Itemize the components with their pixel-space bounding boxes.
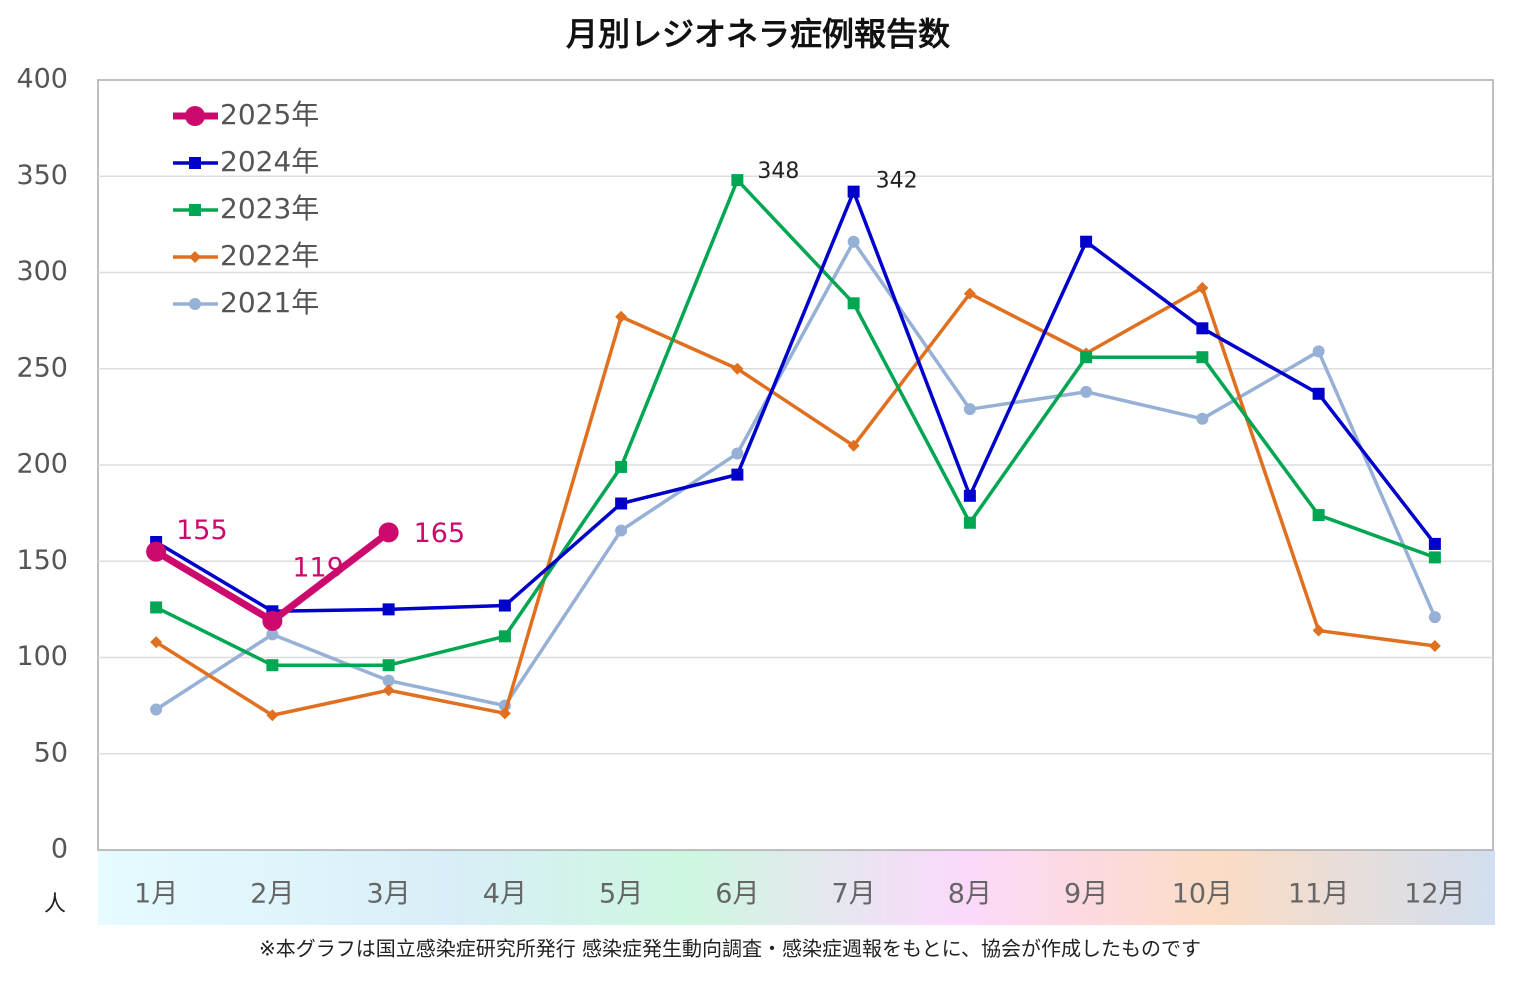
marker [731,447,744,460]
marker [731,174,744,187]
marker [1312,509,1325,522]
marker [847,235,860,248]
data-label: 342 [876,169,918,194]
marker [382,674,395,687]
marker [1428,537,1441,550]
marker [189,298,201,310]
marker [189,157,201,169]
y-tick-label: 300 [16,256,68,287]
marker [1080,385,1093,398]
series-line [155,189,1437,614]
marker [847,185,860,198]
data-label: 119 [292,552,344,583]
marker [847,439,860,452]
marker [963,287,976,300]
x-tick-label: 5月 [599,879,643,910]
y-tick-label: 150 [16,545,68,576]
legend-label: 2023年 [220,192,319,225]
chart-title: 月別レジオネラ症例報告数 [566,15,951,53]
legend-label: 2021年 [220,286,319,319]
series-line [155,178,1436,667]
y-tick-label: 0 [51,834,68,865]
marker [382,659,395,672]
marker [498,707,511,720]
marker [731,362,744,375]
legend-label: 2025年 [220,98,319,131]
marker [1080,351,1093,364]
x-tick-label: 8月 [948,879,992,910]
marker [1428,611,1441,624]
x-tick-label: 10月 [1172,879,1233,910]
marker [382,603,395,616]
marker [150,636,163,649]
marker [1196,281,1209,294]
y-tick-label: 250 [16,352,68,383]
x-tick-label: 7月 [832,879,876,910]
y-tick-label: 350 [16,160,68,191]
marker [615,497,628,510]
data-label: 348 [757,159,799,184]
marker [266,659,279,672]
data-label: 165 [414,518,466,549]
marker [1080,235,1093,248]
marker [146,541,167,562]
x-tick-label: 6月 [715,879,759,910]
footnote: ※本グラフは国立感染症研究所発行 感染症発生動向調査・感染症週報をもとに、協会が… [259,937,1201,961]
marker [185,106,205,126]
x-tick-label: 1月 [134,879,178,910]
series-line [155,239,1437,711]
marker [262,610,283,631]
marker [963,489,976,502]
marker [150,703,163,716]
x-tick-label: 11月 [1288,879,1349,910]
marker [266,709,279,722]
x-tick-label: 2月 [250,879,294,910]
marker [731,468,744,481]
marker [150,601,163,614]
marker [615,524,628,537]
marker [189,204,201,216]
legend-label: 2022年 [220,239,319,272]
x-tick-label: 9月 [1064,879,1108,910]
y-tick-label: 200 [16,449,68,480]
marker [266,628,279,641]
marker [1196,412,1209,425]
marker [498,599,511,612]
marker [1312,345,1325,358]
marker [963,403,976,416]
marker [615,460,628,473]
marker [1196,322,1209,335]
marker [847,297,860,310]
marker [963,516,976,529]
x-tick-label: 12月 [1404,879,1465,910]
marker [1428,639,1441,652]
x-tick-label: 4月 [483,879,527,910]
marker [382,684,395,697]
category-band [98,850,1495,925]
marker [1312,624,1325,637]
marker [498,630,511,643]
data-label: 155 [176,515,228,546]
marker [615,310,628,323]
marker [1428,551,1441,564]
legend-label: 2024年 [220,145,319,178]
y-tick-label: 400 [16,64,68,95]
y-tick-label: 50 [34,737,68,768]
x-tick-label: 3月 [367,879,411,910]
y-unit: 人 [44,892,66,917]
marker [1312,387,1325,400]
marker [1196,351,1209,364]
y-tick-label: 100 [16,641,68,672]
marker [189,251,201,263]
marker [378,522,399,543]
series-line [155,286,1436,717]
